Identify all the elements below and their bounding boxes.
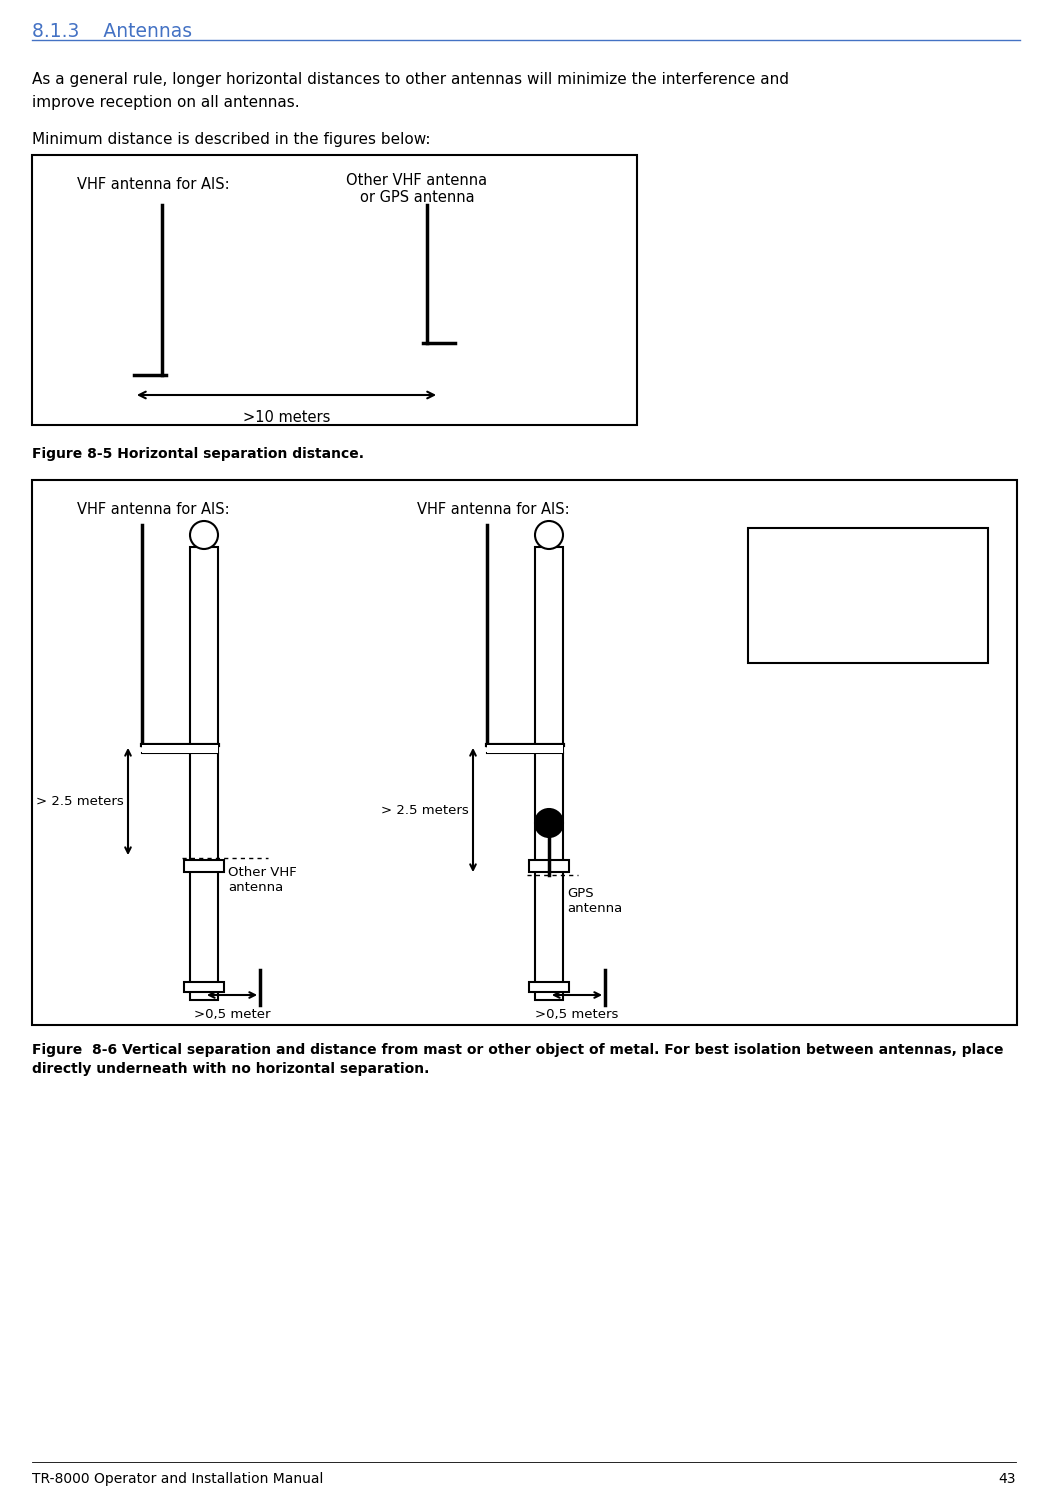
Text: > 2.5 meters: > 2.5 meters [37,794,124,808]
Bar [32,155,637,426]
Text: 43: 43 [999,1472,1016,1486]
Bar [487,745,563,752]
Text: Minimum distance is described in the figures below:: Minimum distance is described in the fig… [32,131,431,146]
Text: >0,5 meters: >0,5 meters [536,1008,618,1021]
Text: See subchapters
below for detailed
description: See subchapters below for detailed descr… [799,546,937,605]
Circle shape [534,521,563,549]
Text: > 2.5 meters: > 2.5 meters [381,803,470,817]
Bar [748,529,988,663]
Text: Figure 8-5 Horizontal separation distance.: Figure 8-5 Horizontal separation distanc… [32,446,364,461]
Text: GPS
antenna: GPS antenna [567,887,623,915]
Text: Other VHF
antenna: Other VHF antenna [228,866,297,894]
Text: Other VHF antenna
or GPS antenna: Other VHF antenna or GPS antenna [347,173,487,206]
Text: >0,5 meter: >0,5 meter [194,1008,270,1021]
Text: 8.1.3    Antennas: 8.1.3 Antennas [32,22,192,40]
Text: >10 meters: >10 meters [243,411,330,426]
Text: TR-8000 Operator and Installation Manual: TR-8000 Operator and Installation Manual [32,1472,324,1486]
Bar [184,860,224,872]
Bar [190,546,218,1000]
Text: VHF antenna for AIS:: VHF antenna for AIS: [77,178,230,193]
Circle shape [190,521,218,549]
Bar [32,481,1017,1026]
Bar [184,982,224,991]
Bar [529,860,569,872]
Circle shape [534,809,563,838]
Bar [534,546,563,1000]
Text: VHF antenna for AIS:: VHF antenna for AIS: [77,502,230,517]
Text: Figure  8-6 Vertical separation and distance from mast or other object of metal.: Figure 8-6 Vertical separation and dista… [32,1044,1004,1076]
Text: VHF antenna for AIS:: VHF antenna for AIS: [417,502,570,517]
Text: As a general rule, longer horizontal distances to other antennas will minimize t: As a general rule, longer horizontal dis… [32,72,789,110]
Bar [141,745,218,752]
Bar [529,982,569,991]
